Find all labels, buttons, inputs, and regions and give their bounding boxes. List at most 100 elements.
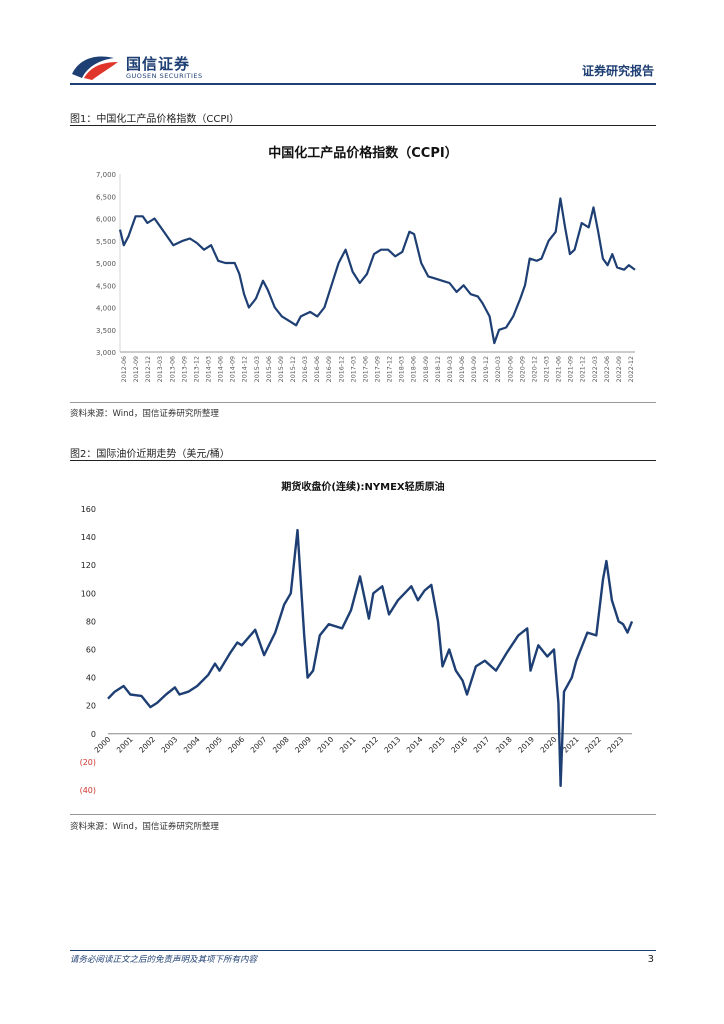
oil-x-tick-label: 2013 xyxy=(382,735,402,755)
ccpi-x-tick-label: 2017-12 xyxy=(387,356,394,382)
ccpi-y-tick-label: 6,000 xyxy=(96,216,116,224)
ccpi-x-tick-label: 2021-09 xyxy=(568,356,575,382)
figure1-top-rule xyxy=(70,125,656,126)
oil-x-tick-label: 2001 xyxy=(115,735,135,755)
ccpi-x-tick-label: 2016-09 xyxy=(326,356,333,382)
ccpi-x-tick-label: 2022-12 xyxy=(628,356,635,382)
disclaimer-text: 请务必阅读正文之后的免责声明及其项下所有内容 xyxy=(70,955,258,965)
ccpi-x-tick-label: 2018-09 xyxy=(423,356,430,382)
ccpi-series-line xyxy=(118,197,636,345)
oil-y-tick-label: 20 xyxy=(86,702,96,711)
ccpi-x-tick-label: 2013-09 xyxy=(181,356,188,382)
oil-x-tick-label: 2019 xyxy=(516,735,536,755)
ccpi-y-tick-label: 6,500 xyxy=(96,193,116,201)
oil-x-tick-label: 2002 xyxy=(137,735,157,755)
oil-series-line xyxy=(107,528,634,787)
page-header: 国信证券 GUOSEN SECURITIES 证券研究报告 xyxy=(0,0,724,90)
ccpi-x-tick-label: 2016-06 xyxy=(314,356,321,382)
ccpi-x-tick-label: 2012-12 xyxy=(145,356,152,382)
oil-chart-title: 期货收盘价(连续):NYMEX轻质原油 xyxy=(281,480,444,493)
ccpi-x-tick-label: 2015-09 xyxy=(278,356,285,382)
oil-x-tick-label: 2009 xyxy=(293,735,313,755)
ccpi-x-tick-label: 2022-03 xyxy=(592,356,599,382)
oil-x-tick-label: 2006 xyxy=(226,735,246,755)
oil-y-tick-label: 100 xyxy=(81,589,96,598)
oil-x-tick-label: 2005 xyxy=(204,735,224,755)
ccpi-x-tick-label: 2021-12 xyxy=(580,356,587,382)
ccpi-x-axis: 2012-06 2012-09 2012-12 2013-03 2013-06 2013-… xyxy=(121,356,635,382)
oil-x-tick-label: 2017 xyxy=(472,735,492,755)
ccpi-chart-title: 中国化工产品价格指数（CCPI） xyxy=(268,145,457,161)
ccpi-x-tick-label: 2022-09 xyxy=(616,356,623,382)
ccpi-x-tick-label: 2019-03 xyxy=(447,356,454,382)
ccpi-x-tick-label: 2015-06 xyxy=(266,356,273,382)
header-divider xyxy=(70,83,656,85)
oil-price-chart: 期货收盘价(连续):NYMEX轻质原油 (40) (20) 0 20 40 60 80 100… xyxy=(80,480,634,795)
ccpi-x-tick-label: 2016-12 xyxy=(338,356,345,382)
ccpi-x-tick-label: 2018-06 xyxy=(411,356,418,382)
ccpi-x-tick-label: 2017-09 xyxy=(375,356,382,382)
oil-x-tick-label: 2018 xyxy=(494,735,514,755)
oil-y-tick-label: 140 xyxy=(81,533,96,542)
ccpi-y-tick-label: 4,500 xyxy=(96,282,116,290)
figure2-top-rule xyxy=(70,460,656,461)
oil-x-tick-label: 2003 xyxy=(159,735,179,755)
ccpi-x-tick-label: 2019-12 xyxy=(483,356,490,382)
oil-x-tick-label: 2012 xyxy=(360,735,380,755)
oil-y-tick-label: 160 xyxy=(81,505,96,514)
figure1-source: 资料来源：Wind，国信证券研究所整理 xyxy=(70,409,219,419)
ccpi-y-tick-label: 5,500 xyxy=(96,238,116,246)
ccpi-x-tick-label: 2013-12 xyxy=(193,356,200,382)
ccpi-x-tick-label: 2015-03 xyxy=(254,356,261,382)
oil-y-tick-label: 0 xyxy=(91,730,96,739)
ccpi-y-tick-label: 5,000 xyxy=(96,260,116,268)
ccpi-x-tick-label: 2014-12 xyxy=(242,356,249,382)
oil-x-tick-label: 2010 xyxy=(316,735,336,755)
ccpi-x-tick-label: 2019-06 xyxy=(459,356,466,382)
ccpi-x-tick-label: 2020-06 xyxy=(507,356,514,382)
oil-x-tick-label: 2007 xyxy=(249,735,269,755)
oil-y-tick-label: (20) xyxy=(80,758,96,767)
figure2-caption: 图2：国际油价近期走势（美元/桶） xyxy=(70,449,230,460)
ccpi-y-axis: 3,000 3,500 4,000 4,500 5,000 5,500 6,000 6,500… xyxy=(96,171,635,357)
ccpi-x-tick-label: 2015-12 xyxy=(290,356,297,382)
oil-y-tick-label: 120 xyxy=(81,561,96,570)
ccpi-x-tick-label: 2022-06 xyxy=(604,356,611,382)
logo-text-en: GUOSEN SECURITIES xyxy=(126,72,203,80)
ccpi-x-tick-label: 2020-03 xyxy=(495,356,502,382)
ccpi-x-tick-label: 2014-09 xyxy=(230,356,237,382)
page-number: 3 xyxy=(647,954,654,965)
ccpi-chart: 中国化工产品价格指数（CCPI） 3,000 3,500 4,000 4,500 5,0… xyxy=(96,145,636,382)
ccpi-y-tick-label: 4,000 xyxy=(96,305,116,313)
ccpi-y-tick-label: 3,500 xyxy=(96,327,116,335)
oil-y-tick-label: 40 xyxy=(86,674,96,683)
ccpi-x-tick-label: 2014-06 xyxy=(218,356,225,382)
ccpi-x-tick-label: 2017-06 xyxy=(362,356,369,382)
ccpi-x-tick-label: 2021-06 xyxy=(556,356,563,382)
oil-x-tick-label: 2016 xyxy=(449,735,469,755)
guosen-logo-icon xyxy=(72,56,118,80)
oil-x-tick-label: 2014 xyxy=(405,735,425,755)
oil-x-tick-label: 2004 xyxy=(182,735,202,755)
ccpi-x-tick-label: 2012-09 xyxy=(133,356,140,382)
oil-y-tick-label: (40) xyxy=(80,786,96,795)
oil-y-tick-label: 80 xyxy=(86,617,96,626)
ccpi-x-tick-label: 2017-03 xyxy=(350,356,357,382)
footer-divider xyxy=(70,950,656,951)
ccpi-x-tick-label: 2013-03 xyxy=(157,356,164,382)
ccpi-x-tick-label: 2012-06 xyxy=(121,356,128,382)
figure1-caption: 图1：中国化工产品价格指数（CCPI） xyxy=(70,114,240,125)
oil-x-tick-label: 2011 xyxy=(338,735,358,755)
ccpi-y-tick-label: 3,000 xyxy=(96,349,116,357)
oil-x-tick-label: 2008 xyxy=(271,735,291,755)
ccpi-x-tick-label: 2018-03 xyxy=(399,356,406,382)
ccpi-x-tick-label: 2020-12 xyxy=(531,356,538,382)
ccpi-x-tick-label: 2021-03 xyxy=(544,356,551,382)
figure2-source: 资料来源：Wind，国信证券研究所整理 xyxy=(70,822,219,832)
ccpi-x-tick-label: 2019-09 xyxy=(471,356,478,382)
figure1-bottom-rule xyxy=(70,402,656,403)
oil-x-axis: 2000 2001 2002 2003 2004 2005 2006 2007 2008 2009… xyxy=(93,735,626,755)
report-type-label: 证券研究报告 xyxy=(581,64,654,78)
oil-x-tick-label: 2020 xyxy=(539,735,559,755)
ccpi-x-tick-label: 2014-03 xyxy=(206,356,213,382)
